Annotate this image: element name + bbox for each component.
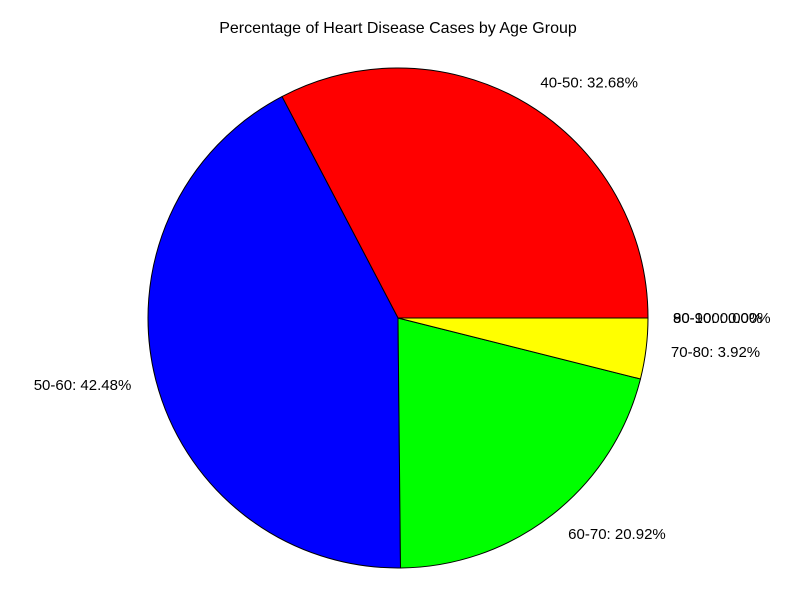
slice-label-90-100: 90-100: 0.00%	[673, 310, 771, 327]
slice-label-60-70: 60-70: 20.92%	[568, 526, 666, 543]
pie-slice-40-50	[281, 67, 649, 319]
slice-label-50-60: 50-60: 42.48%	[34, 377, 132, 394]
pie-slices	[147, 67, 649, 569]
slice-label-80-90: 80-90: 0.00%	[673, 310, 762, 327]
pie-slice-50-60	[147, 96, 402, 569]
chart-title: Percentage of Heart Disease Cases by Age…	[219, 20, 577, 37]
slice-label-40-50: 40-50: 32.68%	[540, 75, 638, 92]
slice-label-70-80: 70-80: 3.92%	[671, 344, 760, 361]
pie-labels: 40-50: 32.68% 50-60: 42.48% 60-70: 20.92% 7…	[34, 75, 771, 543]
pie-slice-60-70	[397, 317, 641, 569]
